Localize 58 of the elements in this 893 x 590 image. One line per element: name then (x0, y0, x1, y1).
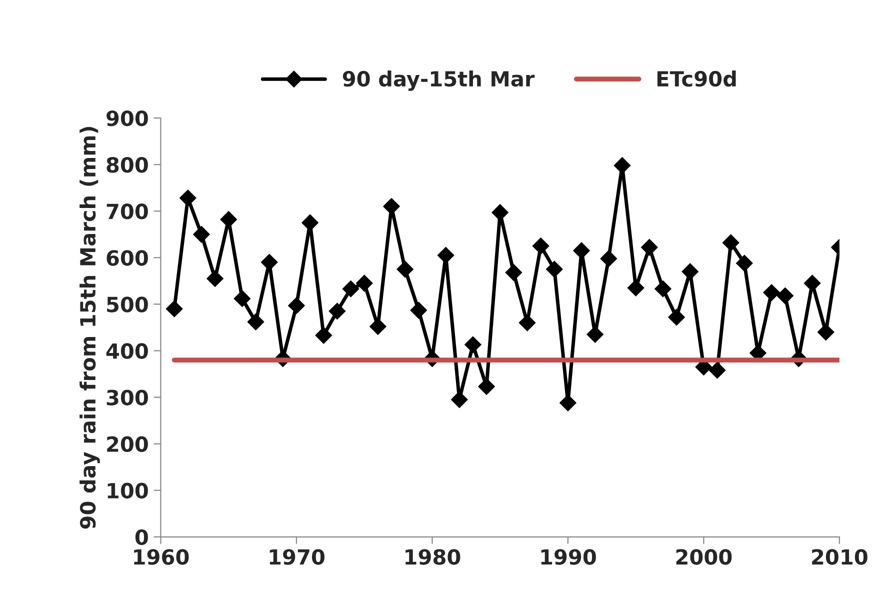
x-tick-label: 1980 (406, 549, 460, 565)
point (682, 263, 698, 280)
point (492, 204, 508, 221)
y-tick-label: 300 (106, 390, 148, 406)
point (614, 157, 631, 174)
legend-label: 90 day-15th Mar (342, 70, 535, 91)
point (193, 226, 210, 243)
y-tick-label: 500 (107, 296, 148, 312)
x-tick-label: 2010 (812, 549, 868, 565)
point (342, 280, 360, 298)
point (641, 239, 658, 256)
y-tick-label: 700 (106, 204, 148, 220)
point (328, 302, 346, 320)
x-tick-label: 1970 (270, 549, 324, 565)
legend-label: ETc90d (657, 70, 736, 87)
y-tick-label: 600 (106, 250, 148, 266)
point (180, 190, 196, 206)
y-axis-title: 90 day rain from 15th March (mm) (80, 126, 100, 529)
point (600, 250, 618, 267)
point (627, 280, 644, 296)
point (464, 336, 482, 354)
point (288, 297, 305, 314)
point (234, 290, 251, 307)
point (505, 264, 522, 281)
point (315, 326, 332, 344)
point (708, 362, 726, 379)
point (396, 260, 414, 278)
point (370, 318, 386, 335)
y-tick-label: 800 (106, 156, 148, 173)
point (722, 234, 740, 252)
x-tick-label: 1960 (134, 549, 189, 565)
point (437, 246, 454, 264)
point (736, 254, 753, 272)
point (573, 242, 590, 260)
point (804, 274, 821, 292)
y-tick-label: 200 (107, 436, 148, 452)
point (410, 302, 428, 319)
point (532, 238, 550, 254)
point (206, 270, 224, 287)
point (560, 394, 576, 412)
point (763, 284, 780, 301)
point (383, 198, 400, 215)
point (776, 287, 794, 304)
point (450, 391, 468, 408)
x-tick-label: 1990 (541, 549, 596, 565)
point (518, 314, 536, 332)
x-tick-label: 2000 (676, 549, 732, 565)
point (166, 300, 183, 318)
y-tick-label: 900 (106, 110, 148, 126)
point (654, 280, 672, 298)
y-tick-label: 0 (135, 529, 148, 546)
point (668, 308, 685, 326)
y-tick-label: 400 (106, 343, 148, 359)
point (478, 378, 495, 395)
point (546, 260, 563, 278)
point (247, 313, 264, 330)
point (356, 274, 373, 292)
y-tick-label: 100 (108, 482, 148, 499)
